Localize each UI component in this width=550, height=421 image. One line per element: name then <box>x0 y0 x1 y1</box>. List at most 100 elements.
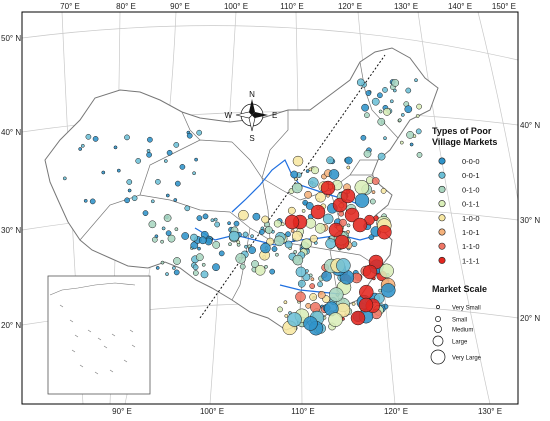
legend-type-swatch <box>438 171 446 179</box>
compass-needle-east <box>252 112 268 118</box>
market-point <box>218 250 225 257</box>
market-point <box>116 168 121 173</box>
bottom-tick-90e: 90° E <box>112 407 132 416</box>
market-point <box>409 142 414 147</box>
legend-scale-label: Small <box>452 318 467 324</box>
market-point <box>155 178 161 185</box>
market-point <box>383 136 387 141</box>
market-point <box>310 277 315 282</box>
market-point <box>305 169 310 173</box>
market-point <box>287 312 302 327</box>
market-point <box>344 156 353 165</box>
market-point <box>305 302 312 309</box>
inset-islands <box>59 304 136 375</box>
market-point <box>406 131 414 139</box>
inset-island-dash <box>109 369 114 373</box>
legend-type-label: 1-0-0 <box>462 214 480 223</box>
legend-types-title-line2: Village Markets <box>432 137 497 147</box>
market-point <box>124 134 130 141</box>
market-point <box>228 230 240 242</box>
market-point <box>295 266 307 278</box>
market-point <box>258 229 265 235</box>
market-point <box>147 136 153 143</box>
market-point <box>192 171 196 176</box>
legend-type-swatch <box>438 185 446 193</box>
market-point <box>192 270 199 276</box>
compass-label-e: E <box>272 111 277 120</box>
market-point <box>397 118 402 123</box>
legend-scale-label: Very Large <box>452 356 482 362</box>
market-point <box>80 143 85 148</box>
market-point <box>151 236 158 243</box>
inset-island-dash <box>87 329 92 333</box>
legend-scale-circle <box>430 349 446 365</box>
market-point <box>155 266 160 270</box>
inset-island-dash <box>97 337 102 341</box>
left-tick-40n: 40° N <box>1 128 21 137</box>
market-point <box>160 260 165 265</box>
market-point <box>260 242 271 254</box>
market-point <box>161 226 166 231</box>
market-point <box>163 214 172 222</box>
market-point <box>248 246 256 254</box>
market-point <box>350 310 366 326</box>
market-point <box>336 258 351 273</box>
market-point <box>89 198 96 205</box>
market-point <box>329 287 344 302</box>
market-point <box>389 99 394 104</box>
market-point <box>167 234 176 243</box>
market-point <box>163 159 168 163</box>
compass-needle-north <box>249 99 255 115</box>
market-point <box>371 97 380 106</box>
market-point <box>399 140 404 145</box>
legend-type-label: 0-1-0 <box>462 185 480 194</box>
market-point <box>379 263 394 279</box>
market-point <box>271 246 278 252</box>
legend-scale-circle <box>436 305 440 309</box>
market-point <box>400 113 405 117</box>
market-point <box>297 279 306 288</box>
market-point <box>124 197 130 204</box>
market-point <box>254 265 266 276</box>
compass-needle-west <box>235 111 253 119</box>
market-point <box>190 233 198 242</box>
legend-scale-title: Market Scale <box>432 284 487 294</box>
market-point <box>179 164 186 170</box>
legend-type-label: 1-1-1 <box>462 256 480 265</box>
market-point <box>371 190 376 194</box>
market-point <box>416 152 423 158</box>
inset-island-dash <box>69 319 74 323</box>
market-point <box>196 129 203 136</box>
right-tick-20n: 20° N <box>520 314 540 323</box>
market-point <box>287 206 296 215</box>
market-point <box>195 253 204 262</box>
market-point <box>361 103 369 112</box>
market-point <box>173 257 181 265</box>
market-point <box>126 179 133 185</box>
inset-island-dash <box>94 371 99 375</box>
top-tick-130e: 130° E <box>394 2 418 11</box>
market-point <box>290 170 299 179</box>
market-point <box>184 205 191 212</box>
market-point <box>358 297 374 313</box>
market-point <box>202 213 209 220</box>
market-point <box>362 264 378 280</box>
compass-label-n: N <box>249 90 255 99</box>
market-point <box>309 293 318 301</box>
market-point <box>173 142 180 148</box>
market-point <box>305 218 316 229</box>
market-point <box>146 151 152 158</box>
market-point <box>192 264 199 271</box>
market-point <box>227 221 231 226</box>
bottom-tick-100e: 100° E <box>200 407 224 416</box>
coordinate-labels: 70° E 80° E 90° E 100° E 110° E 120° E 1… <box>1 2 540 416</box>
inset-island-dash <box>131 344 136 348</box>
market-point <box>295 291 306 303</box>
market-point <box>166 149 173 156</box>
inset-island-dash <box>59 304 64 308</box>
market-point <box>83 198 88 203</box>
legend-type-swatch <box>438 242 446 250</box>
legend-scale-items: Very Small Small Medium Large Very Large <box>430 305 482 365</box>
market-point <box>292 155 304 167</box>
legend-scale-circle <box>434 325 442 333</box>
